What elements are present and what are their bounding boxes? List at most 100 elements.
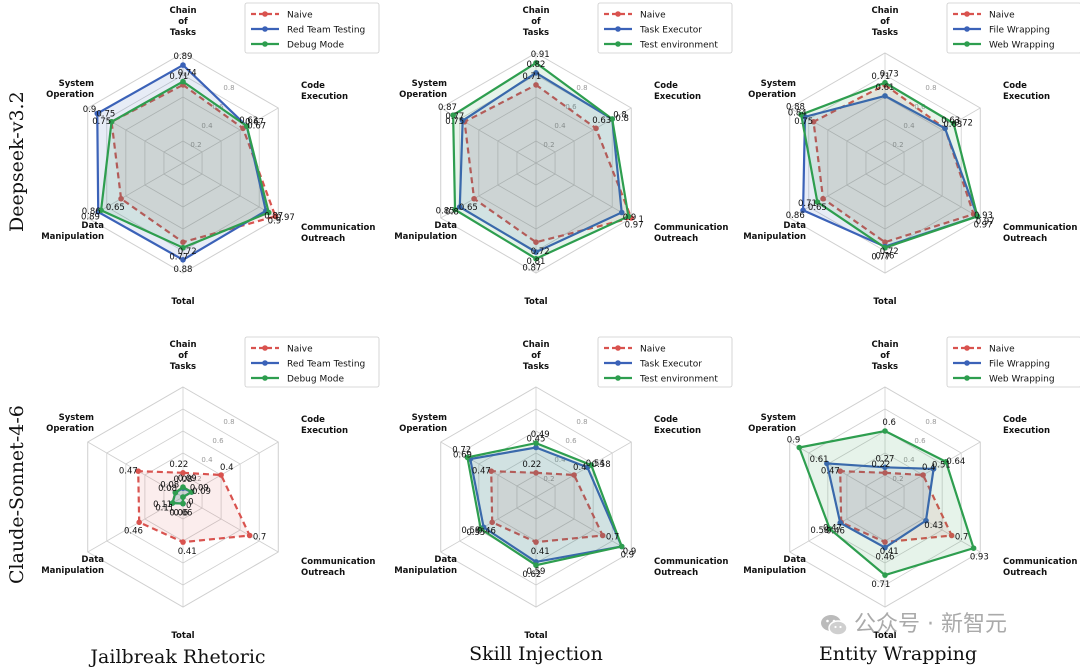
- legend-marker-test-environment: [615, 375, 621, 381]
- axis-label-data-manipulation: Data Manipulation: [41, 555, 104, 576]
- series-web-wrapping-area: [799, 81, 979, 249]
- axis-label-data-manipulation: Data Manipulation: [41, 221, 104, 242]
- data-point-test-environment: [625, 213, 632, 220]
- axis-spoke: [884, 162, 981, 219]
- legend: Naive File Wrapping Web Wrapping: [946, 336, 1080, 388]
- value-label: 0.75: [445, 117, 464, 127]
- data-point-web-wrapping: [882, 572, 888, 578]
- value-label: 0.72: [531, 247, 550, 257]
- axis-label-communication-outreach: Communication Outreach: [654, 223, 728, 244]
- value-label: 0.9: [621, 551, 635, 561]
- data-point-test-environment: [533, 440, 539, 446]
- tick-label: 0.8: [925, 84, 936, 92]
- axis-label-data-manipulation: Data Manipulation: [743, 555, 806, 576]
- data-point-file-wrapping: [882, 464, 888, 471]
- tick-label: 0.2: [892, 475, 903, 483]
- value-label: 0.43: [924, 521, 943, 531]
- data-point-naive: [489, 519, 495, 526]
- data-point-naive: [882, 539, 888, 545]
- value-label: 0.87: [264, 211, 283, 221]
- value-label: 0.72: [880, 247, 899, 257]
- data-point-web-wrapping: [943, 459, 949, 465]
- data-point-task-executor: [618, 209, 625, 216]
- axis-label-data-manipulation: Data Manipulation: [743, 221, 806, 242]
- value-label: 0.87: [438, 103, 457, 113]
- value-label: 0.93: [970, 552, 989, 562]
- data-point-naive: [118, 195, 124, 202]
- axis-spoke: [884, 496, 981, 553]
- legend-marker-task-executor: [615, 26, 621, 32]
- axis-label-data-manipulation: Data Manipulation: [394, 555, 457, 576]
- axis-spoke: [182, 496, 279, 553]
- column-label-jailbreak: Jailbreak Rhetoric: [90, 646, 266, 668]
- value-label: 0.22: [169, 460, 188, 470]
- value-label: 0.47: [472, 466, 491, 476]
- tick-label: 0.8: [925, 418, 936, 426]
- tick-label: 0.4: [201, 456, 213, 464]
- axis-label-total: Total: [171, 297, 194, 307]
- legend-box: [946, 336, 1080, 388]
- axis-spoke: [87, 162, 184, 219]
- legend-marker-naive: [615, 345, 621, 351]
- data-point-test-environment: [618, 543, 625, 550]
- value-label: 0.86: [786, 211, 805, 221]
- legend-entry-naive: Naive: [989, 345, 1015, 355]
- data-point-debug-mode: [265, 209, 272, 216]
- axis-label-communication-outreach: Communication Outreach: [301, 557, 375, 578]
- value-label: 0.08: [160, 480, 179, 490]
- value-label: 0.75: [96, 110, 115, 120]
- value-label: 1: [638, 215, 643, 225]
- legend-box: [244, 2, 380, 54]
- data-point-naive: [533, 82, 539, 88]
- data-point-file-wrapping: [923, 517, 929, 524]
- data-point-web-wrapping: [882, 428, 888, 434]
- legend-entry-test-environment: Test environment: [639, 375, 718, 385]
- value-label: 0: [186, 501, 191, 511]
- legend-entry-naive: Naive: [640, 11, 666, 21]
- legend-box: [244, 336, 380, 388]
- watermark: 公众号 · 新智元: [820, 606, 1007, 638]
- data-point-naive: [533, 539, 539, 545]
- value-label: 0.65: [106, 203, 125, 213]
- tick-label: 0.2: [892, 141, 903, 149]
- tick-label: 0.4: [554, 456, 566, 464]
- legend-marker-naive: [262, 11, 268, 17]
- tick-label: 0.4: [201, 122, 213, 130]
- series-test-environment-area: [452, 61, 630, 260]
- axis-label-chain-of-tasks: Chain of Tasks: [872, 6, 899, 38]
- legend-entry-task-executor: Task Executor: [639, 360, 702, 370]
- data-point-red-team-testing: [94, 110, 101, 117]
- legend-marker-debug-mode: [262, 375, 268, 381]
- value-label: 0.51: [932, 460, 951, 470]
- legend-marker-test-environment: [615, 41, 621, 47]
- data-point-file-wrapping: [882, 544, 888, 551]
- value-label: 0.4: [573, 463, 587, 473]
- axis-label-chain-of-tasks: Chain of Tasks: [523, 6, 550, 38]
- value-label: 0.47: [119, 466, 138, 476]
- value-label: 0.6: [882, 418, 896, 428]
- value-label: 0.77: [871, 253, 890, 263]
- axis-label-code-execution: Code Execution: [1003, 81, 1050, 102]
- axis-label-code-execution: Code Execution: [654, 81, 701, 102]
- value-label: 0.7: [606, 532, 620, 542]
- axis-label-chain-of-tasks: Chain of Tasks: [170, 340, 197, 372]
- axis-spoke: [440, 496, 537, 553]
- row-label-deepseek: Deepseek-v3.2: [6, 91, 28, 232]
- data-point-naive: [837, 468, 844, 474]
- axis-label-communication-outreach: Communication Outreach: [1003, 557, 1077, 578]
- tick-label: 0.6: [914, 103, 926, 111]
- value-label: 0.9: [83, 105, 97, 115]
- value-label: 0.27: [876, 454, 895, 464]
- tick-label: 0.8: [576, 84, 587, 92]
- value-label: 0.65: [808, 203, 827, 213]
- value-label: 0.54: [586, 459, 605, 469]
- data-point-naive: [920, 472, 926, 478]
- value-label: 0.09: [178, 474, 197, 484]
- data-point-debug-mode: [180, 500, 186, 507]
- legend-entry-web-wrapping: Web Wrapping: [989, 41, 1055, 51]
- value-label: 0.65: [459, 203, 478, 213]
- value-label: 0.97: [976, 217, 995, 227]
- value-label: 0: [188, 498, 193, 508]
- data-point-file-wrapping: [800, 207, 806, 214]
